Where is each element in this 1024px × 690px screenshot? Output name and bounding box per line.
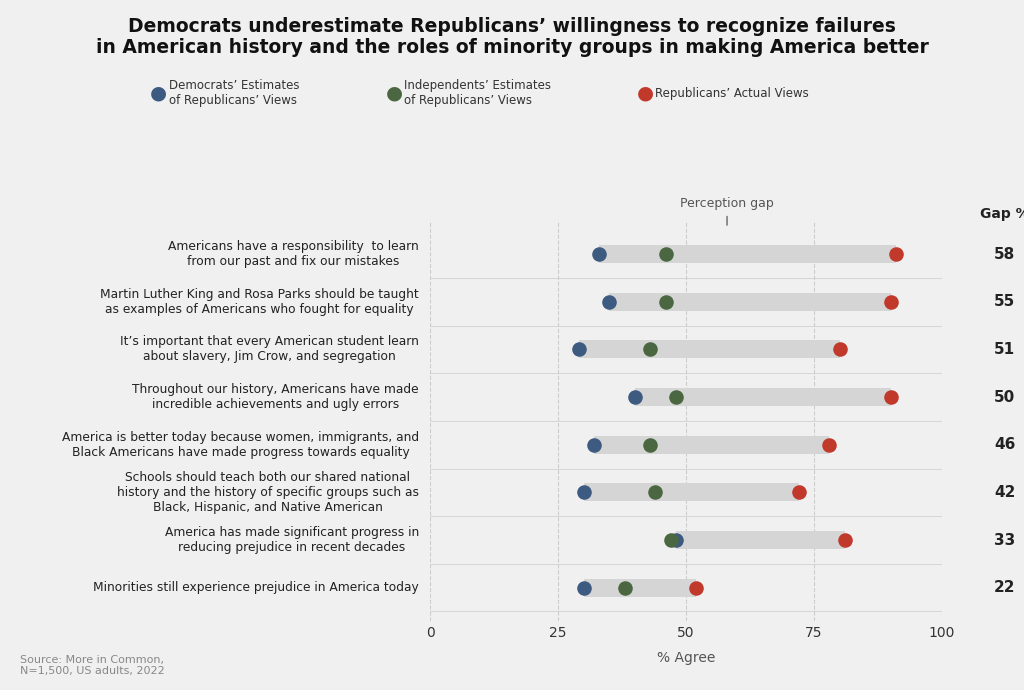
- Point: [883, 391, 899, 402]
- Point: [642, 440, 658, 451]
- Bar: [584, 579, 696, 597]
- Text: Schools should teach both our shared national
history and the history of specifi: Schools should teach both our shared nat…: [117, 471, 419, 514]
- Point: [663, 535, 679, 546]
- Point: [570, 344, 587, 355]
- Bar: [579, 340, 840, 359]
- Point: [657, 296, 674, 307]
- Text: Martin Luther King and Rosa Parks should be taught
as examples of Americans who : Martin Luther King and Rosa Parks should…: [100, 288, 419, 316]
- Point: [668, 391, 684, 402]
- Point: [657, 248, 674, 259]
- Text: America has made significant progress in
reducing prejudice in recent decades: America has made significant progress in…: [165, 526, 419, 554]
- Point: [668, 535, 684, 546]
- Text: 55: 55: [994, 295, 1015, 309]
- Point: [837, 535, 853, 546]
- Bar: [609, 293, 891, 310]
- Text: It’s important that every American student learn
about slavery, Jim Crow, and se: It’s important that every American stude…: [120, 335, 419, 364]
- Point: [688, 582, 705, 593]
- Text: Perception gap: Perception gap: [680, 197, 774, 210]
- Text: Gap %: Gap %: [980, 207, 1024, 221]
- Point: [647, 487, 664, 498]
- Point: [642, 344, 658, 355]
- Point: [575, 582, 592, 593]
- Point: [591, 248, 607, 259]
- Point: [831, 344, 848, 355]
- Point: [883, 296, 899, 307]
- Text: ●: ●: [637, 83, 653, 103]
- Text: Minorities still experience prejudice in America today: Minorities still experience prejudice in…: [93, 581, 419, 594]
- Text: 33: 33: [994, 533, 1015, 547]
- Text: Americans have a responsibility  to learn
from our past and fix our mistakes: Americans have a responsibility to learn…: [168, 240, 419, 268]
- Text: in American history and the roles of minority groups in making America better: in American history and the roles of min…: [95, 38, 929, 57]
- Bar: [599, 245, 896, 263]
- Text: Source: More in Common,
N=1,500, US adults, 2022: Source: More in Common, N=1,500, US adul…: [20, 655, 165, 676]
- Text: America is better today because women, immigrants, and
Black Americans have made: America is better today because women, i…: [61, 431, 419, 459]
- Text: Republicans’ Actual Views: Republicans’ Actual Views: [655, 87, 809, 99]
- Point: [575, 487, 592, 498]
- Text: Democrats’ Estimates
of Republicans’ Views: Democrats’ Estimates of Republicans’ Vie…: [169, 79, 299, 107]
- Point: [791, 487, 807, 498]
- Text: 22: 22: [994, 580, 1016, 595]
- Bar: [584, 483, 799, 502]
- Text: Independents’ Estimates
of Republicans’ Views: Independents’ Estimates of Republicans’ …: [404, 79, 552, 107]
- Bar: [676, 531, 845, 549]
- Text: 51: 51: [994, 342, 1015, 357]
- Point: [601, 296, 617, 307]
- Point: [821, 440, 838, 451]
- Point: [616, 582, 633, 593]
- Text: Throughout our history, Americans have made
incredible achievements and ugly err: Throughout our history, Americans have m…: [132, 383, 419, 411]
- Text: 50: 50: [994, 390, 1015, 404]
- Text: Democrats underestimate Republicans’ willingness to recognize failures: Democrats underestimate Republicans’ wil…: [128, 17, 896, 37]
- Point: [586, 440, 602, 451]
- Bar: [635, 388, 891, 406]
- Text: ●: ●: [386, 83, 402, 103]
- Point: [888, 248, 904, 259]
- Text: 42: 42: [994, 485, 1015, 500]
- X-axis label: % Agree: % Agree: [656, 651, 716, 665]
- Text: ●: ●: [151, 83, 167, 103]
- Bar: [594, 435, 829, 454]
- Point: [627, 391, 643, 402]
- Text: 46: 46: [994, 437, 1015, 452]
- Text: 58: 58: [994, 246, 1015, 262]
